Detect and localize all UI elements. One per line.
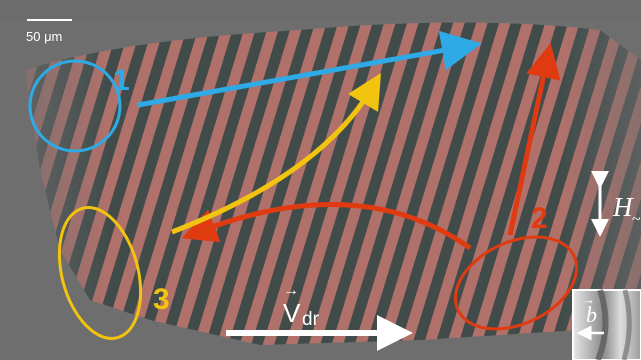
marker-1-circle <box>28 59 122 153</box>
field-suffix: ~ <box>632 211 641 228</box>
drift-velocity-vector-mark: → <box>283 282 299 299</box>
inset-vector-mark: → <box>582 292 595 307</box>
marker-2-arrow-left <box>181 202 472 251</box>
scale-bar-label: 50 μm <box>26 29 62 44</box>
inset-panel <box>572 289 641 360</box>
field-symbol: H <box>612 192 634 222</box>
drift-velocity-symbol: V <box>283 298 301 328</box>
marker-3-arrow <box>171 72 381 235</box>
marker-1-label: 1 <box>113 64 130 97</box>
inset-symbol: b <box>586 302 597 327</box>
stripe-domain-region <box>25 22 641 345</box>
marker-2-arrow-up <box>507 42 561 236</box>
marker-3-label: 3 <box>153 283 170 316</box>
left-edge-fade <box>0 0 110 360</box>
top-dark-band <box>0 0 641 20</box>
marker-1-arrow <box>137 30 482 108</box>
marker-2-ellipse <box>453 235 579 331</box>
marker-2-label: 2 <box>531 202 548 235</box>
drift-velocity-subscript: dr <box>302 309 320 330</box>
marker-3-ellipse <box>57 206 143 340</box>
